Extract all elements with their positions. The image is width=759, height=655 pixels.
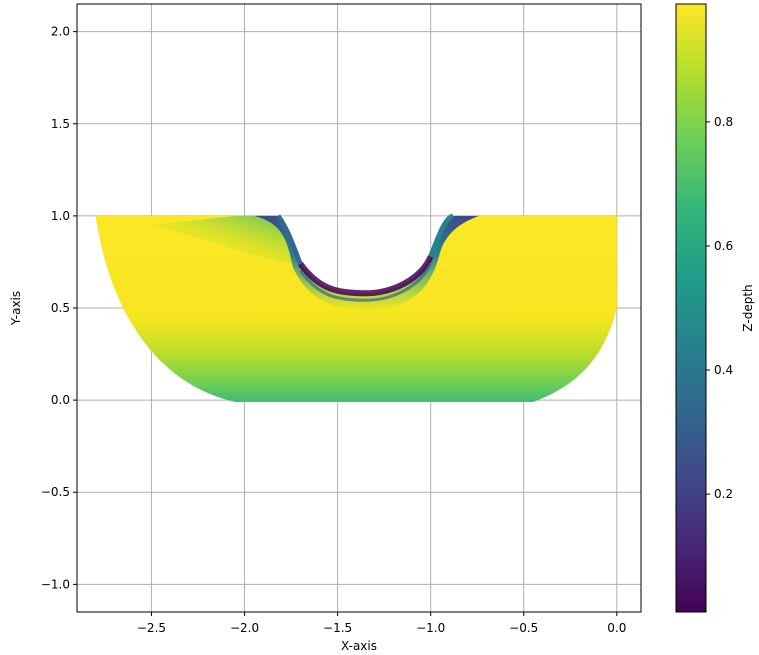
cutout-left-edge <box>275 214 303 265</box>
colorbar-tick-label: 0.8 <box>714 115 733 129</box>
colorbar: 0.2 0.4 0.6 0.8 Z-depth <box>675 3 755 613</box>
colorbar-tick-label: 0.2 <box>714 487 733 501</box>
x-tick-label: −0.5 <box>509 621 538 635</box>
depth-region <box>95 213 617 402</box>
cutout-right-edge <box>428 213 455 258</box>
y-axis-label: Y-axis <box>9 291 23 326</box>
cutout-inner-edge-2 <box>299 262 433 302</box>
x-tick-label: −1.0 <box>416 621 445 635</box>
x-tick-label: 0.0 <box>607 621 626 635</box>
cutout-inner-edge <box>297 255 434 297</box>
plot-area: −2.5 −2.0 −1.5 −1.0 −0.5 0.0 −1.0 −0.5 0.0 0.5 1.… <box>41 3 642 635</box>
x-axis-label: X-axis <box>341 639 377 653</box>
x-tick-label: −2.5 <box>137 621 166 635</box>
y-tick-label: −0.5 <box>41 485 70 499</box>
x-axis-ticks: −2.5 −2.0 −1.5 −1.0 −0.5 0.0 <box>137 612 626 635</box>
x-tick-label: −1.5 <box>323 621 352 635</box>
y-tick-label: 0.5 <box>51 301 70 315</box>
y-tick-label: −1.0 <box>41 577 70 591</box>
colorbar-ticks: 0.2 0.4 0.6 0.8 <box>706 115 733 501</box>
x-tick-label: −2.0 <box>230 621 259 635</box>
colorbar-gradient <box>676 4 706 612</box>
colorbar-tick-label: 0.4 <box>714 363 733 377</box>
y-tick-label: 1.0 <box>51 209 70 223</box>
cutout-rim <box>253 215 480 312</box>
colorbar-frame <box>675 3 707 613</box>
y-tick-label: 2.0 <box>51 25 70 39</box>
colorbar-label: Z-depth <box>741 284 755 331</box>
y-tick-label: 0.0 <box>51 393 70 407</box>
depth-shading-left <box>151 215 301 265</box>
y-axis-ticks: −1.0 −0.5 0.0 0.5 1.0 1.5 2.0 <box>41 25 77 591</box>
colorbar-tick-label: 0.6 <box>714 239 733 253</box>
y-tick-label: 1.5 <box>51 117 70 131</box>
